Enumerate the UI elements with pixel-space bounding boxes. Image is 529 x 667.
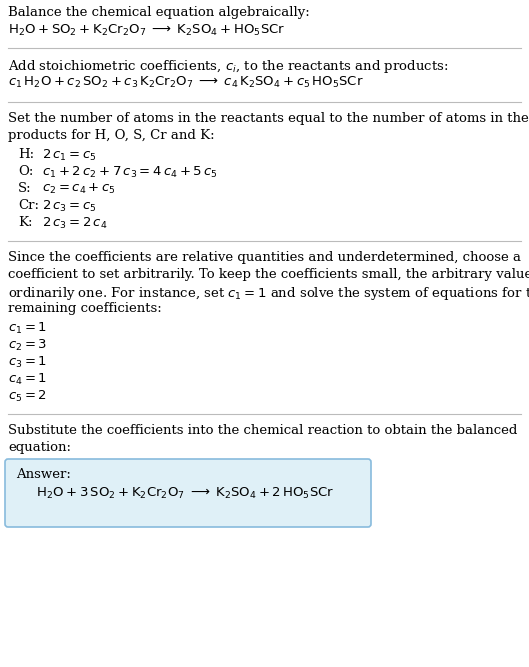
Text: Since the coefficients are relative quantities and underdetermined, choose a: Since the coefficients are relative quan…	[8, 251, 521, 264]
Text: Answer:: Answer:	[16, 468, 71, 481]
Text: $2\,c_3 = 2\,c_4$: $2\,c_3 = 2\,c_4$	[42, 216, 107, 231]
Text: Cr:: Cr:	[18, 199, 39, 212]
Text: $c_1 = 1$: $c_1 = 1$	[8, 321, 47, 336]
Text: $c_2 = 3$: $c_2 = 3$	[8, 338, 47, 353]
Text: H:: H:	[18, 148, 34, 161]
Text: Substitute the coefficients into the chemical reaction to obtain the balanced: Substitute the coefficients into the che…	[8, 424, 517, 437]
Text: $\mathrm{H_2O + SO_2 + K_2Cr_2O_7 \;\longrightarrow\; K_2SO_4 + HO_5SCr}$: $\mathrm{H_2O + SO_2 + K_2Cr_2O_7 \;\lon…	[8, 23, 285, 38]
Text: ordinarily one. For instance, set $c_1 = 1$ and solve the system of equations fo: ordinarily one. For instance, set $c_1 =…	[8, 285, 529, 302]
Text: $c_3 = 1$: $c_3 = 1$	[8, 355, 47, 370]
Text: equation:: equation:	[8, 441, 71, 454]
Text: $2\,c_3 = c_5$: $2\,c_3 = c_5$	[42, 199, 97, 214]
FancyBboxPatch shape	[5, 459, 371, 527]
Text: $c_2 = c_4 + c_5$: $c_2 = c_4 + c_5$	[42, 182, 116, 196]
Text: products for H, O, S, Cr and K:: products for H, O, S, Cr and K:	[8, 129, 215, 142]
Text: Add stoichiometric coefficients, $c_i$, to the reactants and products:: Add stoichiometric coefficients, $c_i$, …	[8, 58, 449, 75]
Text: $c_1\,\mathrm{H_2O} + c_2\,\mathrm{SO_2} + c_3\,\mathrm{K_2Cr_2O_7} \;\longright: $c_1\,\mathrm{H_2O} + c_2\,\mathrm{SO_2}…	[8, 75, 364, 90]
Text: $c_4 = 1$: $c_4 = 1$	[8, 372, 47, 387]
Text: $c_5 = 2$: $c_5 = 2$	[8, 389, 47, 404]
Text: O:: O:	[18, 165, 33, 178]
Text: Balance the chemical equation algebraically:: Balance the chemical equation algebraica…	[8, 6, 310, 19]
Text: S:: S:	[18, 182, 32, 195]
Text: K:: K:	[18, 216, 32, 229]
Text: $\mathrm{H_2O + 3\,SO_2 + K_2Cr_2O_7 \;\longrightarrow\; K_2SO_4 + 2\,HO_5SCr}$: $\mathrm{H_2O + 3\,SO_2 + K_2Cr_2O_7 \;\…	[36, 486, 334, 501]
Text: Set the number of atoms in the reactants equal to the number of atoms in the: Set the number of atoms in the reactants…	[8, 112, 529, 125]
Text: coefficient to set arbitrarily. To keep the coefficients small, the arbitrary va: coefficient to set arbitrarily. To keep …	[8, 268, 529, 281]
Text: remaining coefficients:: remaining coefficients:	[8, 302, 162, 315]
Text: $c_1 + 2\,c_2 + 7\,c_3 = 4\,c_4 + 5\,c_5$: $c_1 + 2\,c_2 + 7\,c_3 = 4\,c_4 + 5\,c_5…	[42, 165, 218, 180]
Text: $2\,c_1 = c_5$: $2\,c_1 = c_5$	[42, 148, 97, 163]
